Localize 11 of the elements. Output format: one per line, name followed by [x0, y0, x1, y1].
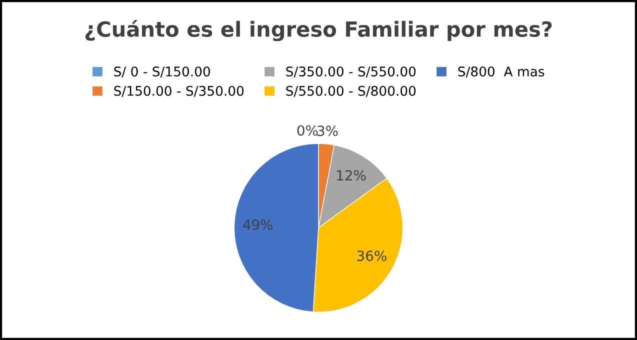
legend-label: S/800 A mas: [458, 66, 544, 78]
data-label: 3%: [318, 126, 338, 136]
data-label: 36%: [357, 250, 386, 262]
legend-label: S/ 0 - S/150.00: [114, 66, 210, 78]
legend-label: S/550.00 - S/800.00: [286, 86, 416, 97]
text: 0%: [297, 125, 318, 136]
legend-label: S/350.00 - S/550.00: [286, 66, 416, 78]
data-label: 12%: [337, 170, 366, 181]
chart-title: ¿Cuánto es el ingreso Familiar por mes?: [85, 20, 552, 42]
legend-label: S/150.00 - S/350.00: [114, 86, 244, 97]
data-label: 49%: [243, 219, 272, 230]
